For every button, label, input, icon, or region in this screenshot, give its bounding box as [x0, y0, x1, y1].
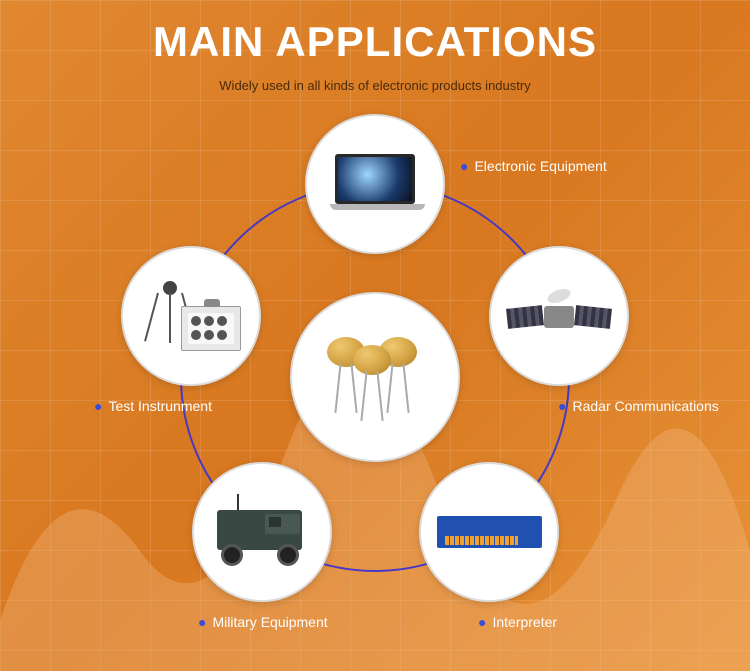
page-title: MAIN APPLICATIONS [0, 18, 750, 66]
node-radar-communications [489, 246, 629, 386]
test-instrument-icon [141, 276, 241, 356]
military-truck-icon [207, 492, 317, 572]
label-text: Interpreter [492, 614, 557, 630]
label-text: Test Instrunment [108, 398, 212, 414]
label-military-equipment: ● Military Equipment [198, 614, 328, 630]
label-interpreter: ● Interpreter [478, 614, 557, 630]
network-switch-icon [437, 516, 542, 548]
bullet-icon: ● [558, 398, 566, 414]
node-military-equipment [192, 462, 332, 602]
node-electronic-equipment [305, 114, 445, 254]
node-center-capacitors [290, 292, 460, 462]
label-radar-communications: ● Radar Communications [558, 398, 719, 414]
satellite-icon [509, 276, 609, 356]
bullet-icon: ● [460, 158, 468, 174]
label-electronic-equipment: ● Electronic Equipment [460, 158, 607, 174]
capacitors-icon [315, 327, 435, 427]
page-subtitle: Widely used in all kinds of electronic p… [0, 78, 750, 93]
node-interpreter [419, 462, 559, 602]
label-text: Electronic Equipment [474, 158, 606, 174]
node-test-instrument [121, 246, 261, 386]
label-test-instrument: ● Test Instrunment [94, 398, 212, 414]
bullet-icon: ● [198, 614, 206, 630]
label-text: Military Equipment [212, 614, 327, 630]
laptop-icon [330, 154, 420, 214]
bullet-icon: ● [478, 614, 486, 630]
label-text: Radar Communications [572, 398, 718, 414]
bullet-icon: ● [94, 398, 102, 414]
